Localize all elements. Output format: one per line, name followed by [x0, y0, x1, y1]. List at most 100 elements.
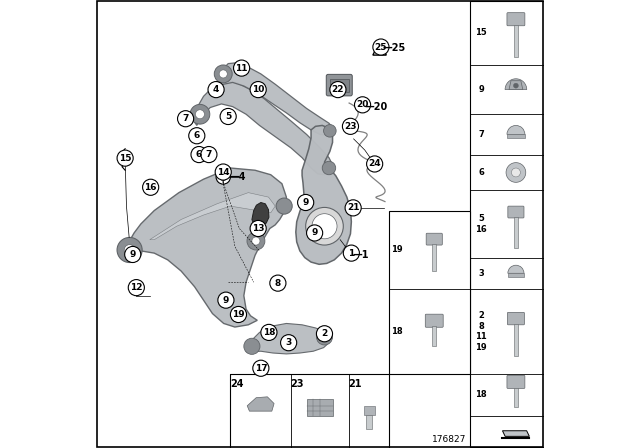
Polygon shape: [296, 125, 351, 264]
Circle shape: [316, 329, 333, 345]
Text: 12: 12: [130, 283, 143, 292]
FancyBboxPatch shape: [508, 206, 524, 218]
Text: 6: 6: [196, 150, 202, 159]
Bar: [389, 211, 470, 374]
Circle shape: [177, 111, 194, 127]
Circle shape: [312, 214, 337, 239]
Circle shape: [195, 110, 204, 119]
Circle shape: [234, 60, 250, 76]
Bar: [514, 217, 518, 247]
Bar: [508, 273, 524, 276]
Text: 6: 6: [478, 168, 484, 177]
Circle shape: [250, 220, 266, 237]
Text: 8: 8: [275, 279, 281, 288]
Bar: [307, 399, 333, 416]
Text: 15: 15: [476, 28, 487, 37]
Wedge shape: [508, 265, 524, 273]
Text: 5: 5: [225, 112, 231, 121]
Text: 9: 9: [478, 85, 484, 94]
Circle shape: [219, 70, 227, 78]
Text: 5
16: 5 16: [476, 214, 487, 234]
FancyBboxPatch shape: [426, 233, 442, 245]
Text: —25: —25: [383, 43, 406, 53]
Circle shape: [342, 118, 358, 134]
Circle shape: [191, 146, 207, 163]
Bar: [432, 326, 436, 346]
Text: 11: 11: [236, 64, 248, 73]
Polygon shape: [247, 397, 274, 411]
Wedge shape: [507, 125, 525, 134]
Circle shape: [298, 194, 314, 211]
Text: 25: 25: [374, 43, 387, 52]
Circle shape: [513, 83, 518, 88]
Circle shape: [128, 280, 145, 296]
Circle shape: [252, 237, 260, 245]
Circle shape: [270, 275, 286, 291]
Circle shape: [220, 108, 236, 125]
Text: 6: 6: [194, 131, 200, 140]
Circle shape: [143, 179, 159, 195]
Text: 21: 21: [347, 203, 360, 212]
Circle shape: [124, 245, 135, 255]
Text: 19: 19: [232, 310, 244, 319]
Circle shape: [367, 156, 383, 172]
Circle shape: [330, 82, 346, 98]
Text: 22: 22: [332, 85, 344, 94]
Text: 23: 23: [344, 122, 356, 131]
Text: 18: 18: [391, 327, 403, 336]
FancyBboxPatch shape: [425, 314, 443, 327]
Bar: [514, 25, 518, 57]
Bar: [432, 244, 436, 271]
Circle shape: [125, 246, 141, 263]
Text: 13: 13: [252, 224, 264, 233]
Circle shape: [511, 168, 520, 177]
Text: 19: 19: [391, 245, 403, 254]
Circle shape: [355, 97, 371, 113]
Circle shape: [307, 225, 323, 241]
Polygon shape: [217, 63, 333, 135]
Polygon shape: [509, 81, 523, 90]
Circle shape: [306, 207, 343, 245]
Polygon shape: [373, 42, 387, 55]
Circle shape: [244, 338, 260, 354]
Text: 3: 3: [285, 338, 292, 347]
Text: 176827: 176827: [431, 435, 466, 444]
Circle shape: [220, 173, 227, 181]
Circle shape: [324, 125, 336, 137]
Bar: [364, 405, 374, 414]
Circle shape: [261, 324, 277, 340]
FancyBboxPatch shape: [507, 13, 525, 26]
Circle shape: [215, 164, 231, 180]
Polygon shape: [502, 431, 529, 436]
Text: 7: 7: [182, 114, 189, 123]
FancyBboxPatch shape: [508, 312, 524, 325]
Circle shape: [230, 306, 246, 323]
Circle shape: [218, 292, 234, 308]
Circle shape: [316, 326, 333, 342]
Text: 7: 7: [205, 150, 212, 159]
Bar: [514, 324, 518, 356]
Text: 1: 1: [348, 249, 355, 258]
Polygon shape: [246, 323, 330, 354]
Text: 9: 9: [129, 250, 136, 259]
Bar: [366, 414, 372, 429]
Circle shape: [189, 128, 205, 144]
Circle shape: [280, 335, 297, 351]
Text: 18: 18: [262, 328, 275, 337]
Circle shape: [208, 82, 224, 98]
Text: 4: 4: [213, 85, 220, 94]
Circle shape: [247, 232, 265, 250]
Text: 23: 23: [291, 379, 304, 389]
Polygon shape: [252, 202, 269, 226]
Circle shape: [506, 163, 526, 182]
Text: 20: 20: [356, 100, 369, 109]
Circle shape: [322, 161, 336, 175]
Text: 24: 24: [369, 159, 381, 168]
Polygon shape: [150, 193, 275, 240]
Text: 15: 15: [119, 154, 131, 163]
Text: 2: 2: [321, 329, 328, 338]
Circle shape: [373, 39, 389, 55]
Text: 24: 24: [230, 379, 243, 389]
Text: 10: 10: [252, 85, 264, 94]
Text: 2
8
11
19: 2 8 11 19: [476, 311, 487, 352]
